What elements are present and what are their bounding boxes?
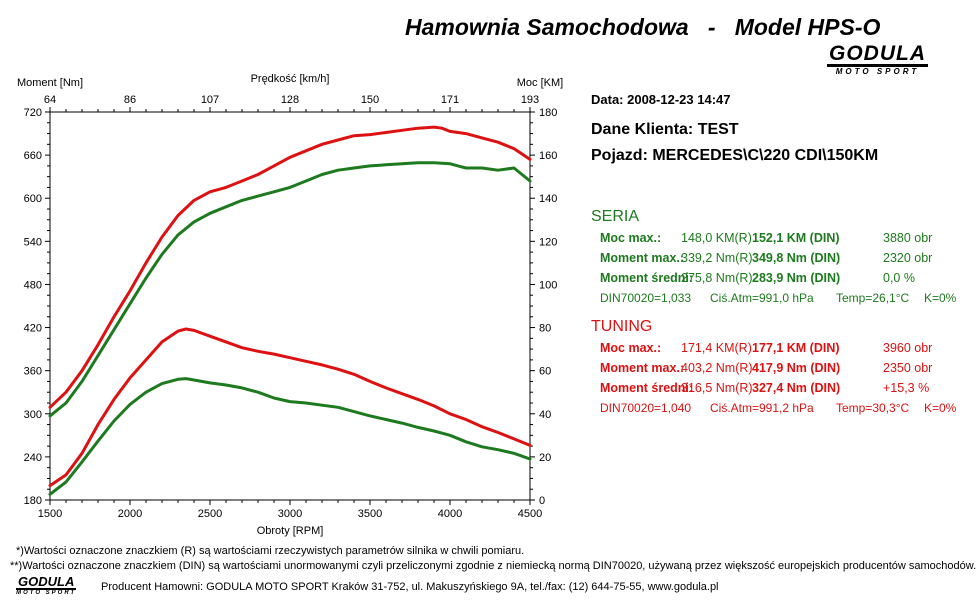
top-tick-label: 193 xyxy=(521,94,539,106)
row-value-r: 171,4 KM(R) xyxy=(681,341,752,355)
right-tick-label: 140 xyxy=(539,193,557,205)
seria-power-line xyxy=(48,161,532,418)
logo-main-text: GODULA xyxy=(16,574,77,590)
right-tick-label: 180 xyxy=(539,107,557,119)
logo-main-text: GODULA xyxy=(827,42,928,67)
row-value-din: 349,8 Nm (DIN) xyxy=(752,251,841,265)
tuning-power-line xyxy=(48,125,532,409)
temperature: Temp=30,3°C xyxy=(836,401,910,415)
top-tick-label: 107 xyxy=(201,94,219,106)
x-tick-label: 3500 xyxy=(358,508,382,520)
tuning-row-torque: Moment max.: 403,2 Nm(R) 417,9 Nm (DIN) … xyxy=(600,361,970,377)
seria-conditions: DIN70020=1,033 Ciś.Atm=991,0 hPa Temp=26… xyxy=(600,291,970,307)
row-extra: 2350 obr xyxy=(883,361,933,375)
left-axis-label: Moment [Nm] xyxy=(17,77,83,89)
k-factor: K=0% xyxy=(924,401,957,415)
right-axis-label: Moc [KM] xyxy=(517,77,563,89)
left-tick-label: 240 xyxy=(24,452,42,464)
top-tick-label: 128 xyxy=(281,94,299,106)
logo-sub-text: MOTO SPORT xyxy=(835,67,920,76)
top-tick-label: 150 xyxy=(361,94,379,106)
row-label: Moment max.: xyxy=(600,361,685,375)
top-tick-label: 171 xyxy=(441,94,459,106)
footnote-r: *)Wartości oznaczone znaczkiem (R) są wa… xyxy=(16,545,525,557)
tuning-row-avg-torque: Moment średni: 316,5 Nm(R) 327,4 Nm (DIN… xyxy=(600,381,970,397)
right-tick-label: 80 xyxy=(539,323,551,335)
row-label: Moment średni: xyxy=(600,271,694,285)
left-tick-label: 600 xyxy=(24,193,42,205)
row-extra: 3960 obr xyxy=(883,341,933,355)
row-value-r: 148,0 KM(R) xyxy=(681,231,752,245)
x-tick-label: 3000 xyxy=(278,508,302,520)
din-factor: DIN70020=1,040 xyxy=(600,401,692,415)
x-tick-label: 2000 xyxy=(118,508,142,520)
right-tick-label: 120 xyxy=(539,236,557,248)
row-extra: 3880 obr xyxy=(883,231,933,245)
seria-title: SERIA xyxy=(591,208,640,225)
left-tick-label: 300 xyxy=(24,409,42,421)
din-factor: DIN70020=1,033 xyxy=(600,291,692,305)
right-tick-label: 0 xyxy=(539,495,545,507)
x-tick-label: 1500 xyxy=(38,508,62,520)
row-value-din: 417,9 Nm (DIN) xyxy=(752,361,841,375)
left-tick-label: 660 xyxy=(24,150,42,162)
row-value-din: 327,4 Nm (DIN) xyxy=(752,381,841,395)
left-tick-label: 420 xyxy=(24,323,42,335)
godula-logo: GODULA MOTO SPORT xyxy=(827,42,928,77)
temperature: Temp=26,1°C xyxy=(836,291,910,305)
x-axis-label: Obroty [RPM] xyxy=(257,525,324,537)
row-value-din: 152,1 KM (DIN) xyxy=(752,231,840,245)
right-tick-label: 20 xyxy=(539,452,551,464)
seria-row-power: Moc max.: 148,0 KM(R) 152,1 KM (DIN) 388… xyxy=(600,231,970,247)
tuning-conditions: DIN70020=1,040 Ciś.Atm=991,2 hPa Temp=30… xyxy=(600,401,970,417)
row-value-din: 177,1 KM (DIN) xyxy=(752,341,840,355)
right-tick-label: 40 xyxy=(539,409,551,421)
left-tick-label: 720 xyxy=(24,107,42,119)
top-axis-label: Prędkość [km/h] xyxy=(251,73,330,85)
tuning-title: TUNING xyxy=(591,318,653,335)
row-label: Moment średni: xyxy=(600,381,694,395)
seria-row-avg-torque: Moment średni: 275,8 Nm(R) 283,9 Nm (DIN… xyxy=(600,271,970,287)
client-name: Dane Klienta: TEST xyxy=(591,121,739,138)
atm-pressure: Ciś.Atm=991,2 hPa xyxy=(710,401,814,415)
atm-pressure: Ciś.Atm=991,0 hPa xyxy=(710,291,814,305)
measurement-date: Data: 2008-12-23 14:47 xyxy=(591,92,731,107)
row-label: Moc max.: xyxy=(600,231,662,245)
top-tick-label: 86 xyxy=(124,94,136,106)
page-title: Hamownia Samochodowa - Model HPS-O xyxy=(405,14,881,40)
godula-logo-small: GODULA MOTO SPORT xyxy=(16,574,77,597)
row-label: Moment max.: xyxy=(600,251,685,265)
left-tick-label: 480 xyxy=(24,279,42,291)
row-value-r: 403,2 Nm(R) xyxy=(681,361,753,375)
right-tick-label: 160 xyxy=(539,150,557,162)
producer-info: Producent Hamowni: GODULA MOTO SPORT Kra… xyxy=(101,581,719,593)
x-tick-label: 4000 xyxy=(438,508,462,520)
row-extra: 0,0 % xyxy=(883,271,915,285)
row-label: Moc max.: xyxy=(600,341,662,355)
left-tick-label: 360 xyxy=(24,366,42,378)
row-value-din: 283,9 Nm (DIN) xyxy=(752,271,841,285)
row-extra: +15,3 % xyxy=(883,381,930,395)
left-tick-label: 540 xyxy=(24,236,42,248)
row-value-r: 316,5 Nm(R) xyxy=(681,381,753,395)
right-tick-label: 100 xyxy=(539,279,557,291)
footnote-din: **)Wartości oznaczone znaczkiem (DIN) są… xyxy=(10,560,977,572)
x-tick-label: 4500 xyxy=(518,508,542,520)
top-tick-label: 64 xyxy=(44,94,56,106)
tuning-torque-line xyxy=(48,327,532,488)
x-tick-label: 2500 xyxy=(198,508,222,520)
row-value-r: 275,8 Nm(R) xyxy=(681,271,753,285)
row-value-r: 339,2 Nm(R) xyxy=(681,251,753,265)
logo-sub-text: MOTO SPORT xyxy=(16,590,77,596)
seria-row-torque: Moment max.: 339,2 Nm(R) 349,8 Nm (DIN) … xyxy=(600,251,970,267)
vehicle-name: Pojazd: MERCEDES\C\220 CDI\150KM xyxy=(591,147,879,164)
row-extra: 2320 obr xyxy=(883,251,933,265)
k-factor: K=0% xyxy=(924,291,957,305)
tuning-row-power: Moc max.: 171,4 KM(R) 177,1 KM (DIN) 396… xyxy=(600,341,970,357)
left-tick-label: 180 xyxy=(24,495,42,507)
right-tick-label: 60 xyxy=(539,366,551,378)
seria-torque-line xyxy=(48,377,532,496)
